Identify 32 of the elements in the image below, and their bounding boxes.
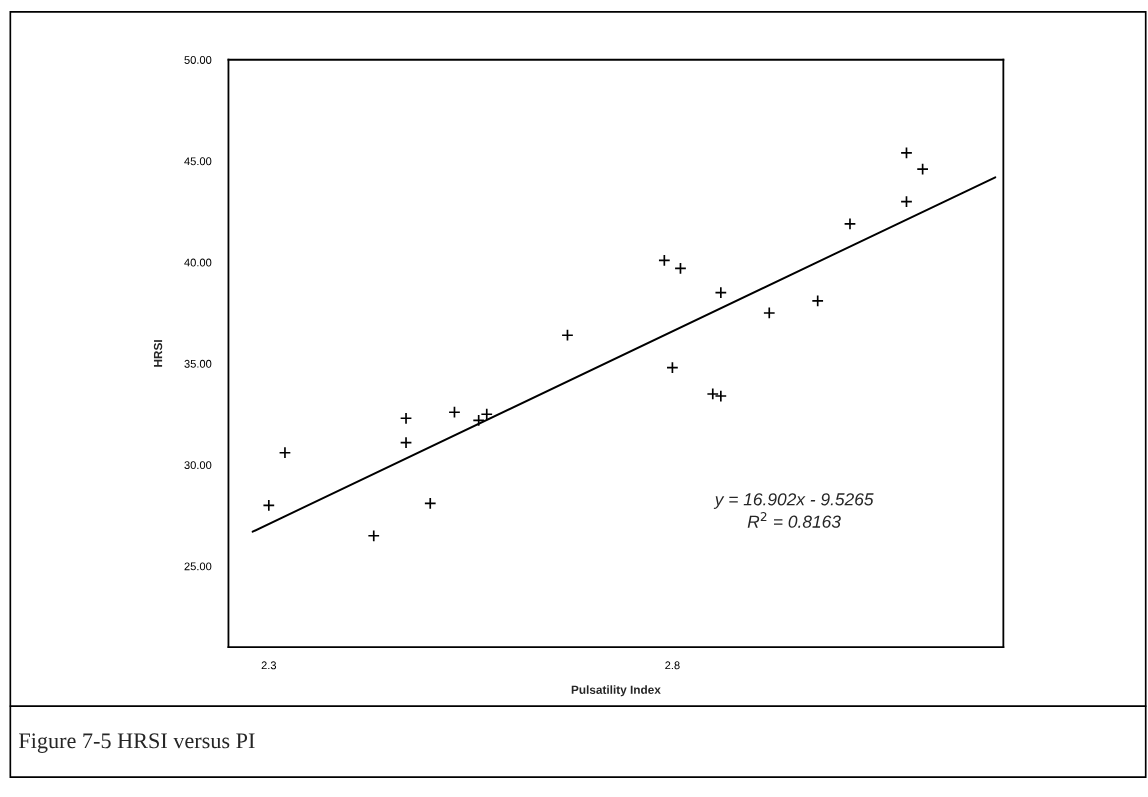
y-tick-label: 30.00: [184, 461, 212, 470]
x-tick-label: 2.3: [261, 661, 277, 670]
point: [706, 387, 719, 401]
point: [900, 195, 913, 208]
point: [811, 294, 824, 308]
point: [900, 146, 913, 160]
point: [278, 446, 292, 459]
x-axis-title: Pulsatility Index: [571, 685, 661, 697]
y-tick-label: 25.00: [184, 562, 212, 571]
point: [658, 254, 671, 267]
y-tick-label: 50.00: [184, 56, 212, 64]
point: [714, 286, 728, 299]
y-tick-label: 35.00: [184, 359, 212, 368]
y-tick-label: 45.00: [184, 157, 212, 166]
point: [561, 329, 574, 342]
y-tick-label: 40.00: [184, 258, 212, 267]
x-tick-label: 2.8: [665, 661, 680, 670]
point: [916, 162, 929, 176]
point: [843, 217, 857, 231]
point: [674, 262, 687, 275]
point: [714, 389, 728, 403]
annotation: y = 16.902x - 9.5265 R$^{2}$ = 0.8163: [713, 493, 874, 528]
point: [262, 499, 276, 512]
point: [666, 361, 679, 374]
point: [448, 405, 461, 419]
y-axis-title: HRSI: [153, 340, 163, 367]
point: [763, 306, 776, 320]
caption: Figure 7-5 HRSI versus PI: [19, 733, 255, 753]
point: [424, 497, 437, 510]
point: [399, 436, 413, 449]
point: [399, 412, 413, 425]
point: [367, 529, 380, 542]
